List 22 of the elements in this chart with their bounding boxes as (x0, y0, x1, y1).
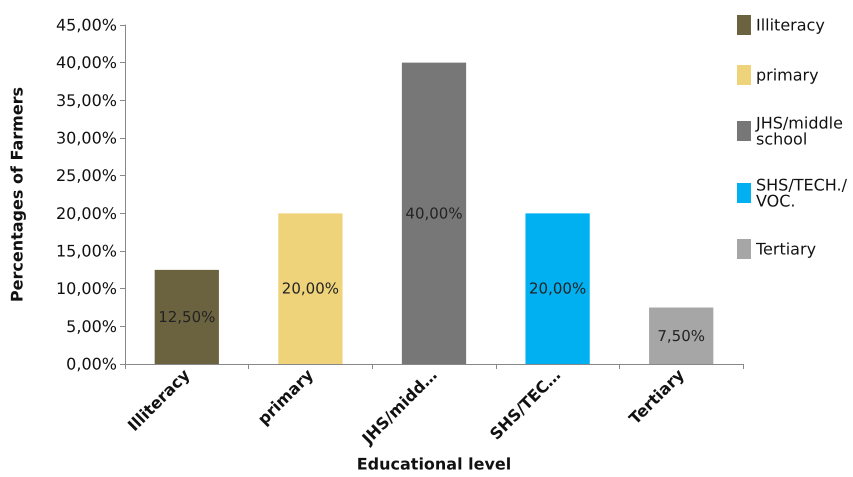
legend-label: primary (756, 66, 819, 84)
legend-label: Illiteracy (756, 16, 825, 34)
y-tick-label: 25,00% (56, 166, 117, 186)
y-tick-label: 10,00% (56, 279, 117, 298)
data-label: 7,50% (657, 326, 706, 345)
x-axis-title: Educational level (356, 454, 512, 474)
y-axis-title: Percentages of Farmers (8, 86, 26, 302)
y-tick-label: 45,00% (56, 16, 117, 34)
data-label: 12,50% (158, 308, 216, 326)
data-label: 40,00% (405, 204, 463, 222)
y-tick-label: 35,00% (56, 90, 117, 110)
y-tick-label: 20,00% (56, 204, 117, 223)
legend-label: JHS/middle school (754, 114, 848, 148)
legend-label: SHS/TECH./VOC. (756, 176, 848, 210)
y-tick-label: 0,00% (66, 354, 117, 374)
legend-label: Tertiary (754, 240, 816, 258)
y-tick-label: 30,00% (56, 128, 117, 148)
data-label: 20,00% (282, 280, 339, 298)
y-tick-label: 15,00% (56, 242, 117, 260)
data-label: 20,00% (529, 280, 586, 298)
y-tick-label: 40,00% (56, 53, 117, 72)
y-tick-label: 5,00% (66, 316, 117, 336)
